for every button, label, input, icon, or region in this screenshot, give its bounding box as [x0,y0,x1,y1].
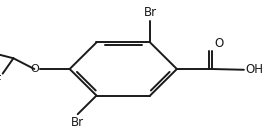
Text: Br: Br [144,6,157,19]
Text: O: O [30,64,39,74]
Text: F: F [0,74,1,87]
Text: Br: Br [71,116,84,129]
Text: OH: OH [245,63,263,76]
Text: O: O [214,37,224,50]
